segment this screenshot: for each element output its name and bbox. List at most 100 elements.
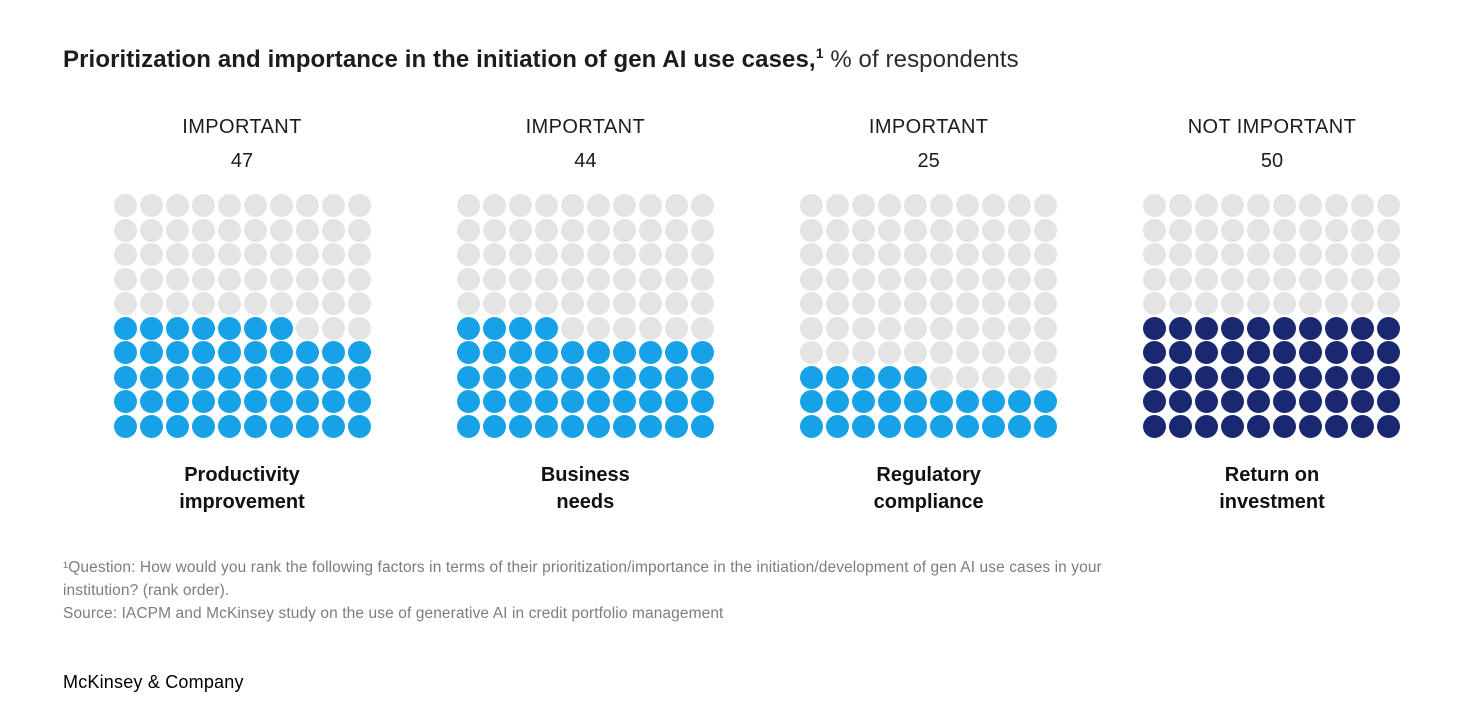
waffle-dot-filled xyxy=(1169,390,1193,413)
waffle-dot-empty xyxy=(586,316,610,340)
waffle-dot-empty xyxy=(1143,218,1167,242)
waffle-dot-empty xyxy=(347,316,371,340)
waffle-dot-empty xyxy=(664,316,688,340)
waffle-dot-empty xyxy=(1351,243,1375,266)
waffle-dot-filled xyxy=(1195,390,1219,413)
waffle-grid xyxy=(1143,194,1401,438)
waffle-dot-empty xyxy=(904,243,928,266)
chart-column-business-needs: IMPORTANT 44 Business needs xyxy=(456,116,714,516)
waffle-dot-empty xyxy=(1034,267,1058,291)
waffle-dot-empty xyxy=(956,267,980,291)
chart-header-label: IMPORTANT xyxy=(868,116,989,138)
waffle-dot-filled xyxy=(1034,414,1058,438)
waffle-dot-empty xyxy=(165,292,189,315)
waffle-dot-empty xyxy=(295,292,319,315)
waffle-dot-empty xyxy=(956,194,980,217)
waffle-dot-filled xyxy=(612,341,636,364)
waffle-dot-filled xyxy=(534,316,558,340)
waffle-dot-empty xyxy=(560,243,584,266)
waffle-dot-empty xyxy=(508,194,532,217)
waffle-dot-empty xyxy=(191,292,215,315)
waffle-dot-empty xyxy=(1008,316,1032,340)
waffle-dot-empty xyxy=(217,218,241,242)
waffle-dot-filled xyxy=(347,390,371,413)
waffle-dot-filled xyxy=(1169,341,1193,364)
waffle-dot-filled xyxy=(1299,341,1323,364)
waffle-dot-empty xyxy=(347,292,371,315)
waffle-dot-empty xyxy=(482,218,506,242)
waffle-dot-filled xyxy=(586,365,610,389)
waffle-dot-empty xyxy=(347,218,371,242)
waffle-dot-filled xyxy=(1377,341,1401,364)
waffle-dot-filled xyxy=(852,365,876,389)
category-line-1: Regulatory xyxy=(876,463,981,486)
waffle-dot-filled xyxy=(347,341,371,364)
waffle-dot-filled xyxy=(1273,365,1297,389)
waffle-dot-filled xyxy=(1273,316,1297,340)
waffle-dot-empty xyxy=(878,218,902,242)
waffle-dot-empty xyxy=(269,218,293,242)
waffle-dot-empty xyxy=(560,218,584,242)
waffle-dot-empty xyxy=(1299,292,1323,315)
waffle-dot-filled xyxy=(347,414,371,438)
waffle-dot-filled xyxy=(508,316,532,340)
waffle-dot-empty xyxy=(1273,292,1297,315)
waffle-dot-empty xyxy=(1299,194,1323,217)
waffle-dot-filled xyxy=(113,414,137,438)
waffle-dot-filled xyxy=(586,414,610,438)
waffle-dot-filled xyxy=(690,365,714,389)
waffle-dot-empty xyxy=(586,292,610,315)
waffle-dot-filled xyxy=(664,390,688,413)
waffle-dot-empty xyxy=(456,218,480,242)
waffle-dot-empty xyxy=(165,218,189,242)
chart-column-return-on-investment: NOT IMPORTANT 50 Return on investment xyxy=(1143,116,1401,516)
waffle-dot-filled xyxy=(612,390,636,413)
waffle-dot-empty xyxy=(534,267,558,291)
waffle-dot-filled xyxy=(113,316,137,340)
waffle-dot-filled xyxy=(690,341,714,364)
waffle-dot-empty xyxy=(638,316,662,340)
waffle-dot-filled xyxy=(321,390,345,413)
waffle-dot-empty xyxy=(321,218,345,242)
waffle-dot-filled xyxy=(321,365,345,389)
waffle-dot-empty xyxy=(690,316,714,340)
waffle-dot-empty xyxy=(1195,243,1219,266)
waffle-dot-empty xyxy=(1351,218,1375,242)
waffle-dot-filled xyxy=(1273,341,1297,364)
waffle-dot-empty xyxy=(1169,218,1193,242)
waffle-dot-empty xyxy=(560,267,584,291)
waffle-dot-empty xyxy=(191,194,215,217)
category-line-2: needs xyxy=(556,490,615,513)
waffle-dot-filled xyxy=(800,390,824,413)
waffle-dot-empty xyxy=(826,243,850,266)
waffle-dot-empty xyxy=(878,243,902,266)
waffle-dot-filled xyxy=(1247,365,1271,389)
chart-category-label: Productivity improvement xyxy=(179,462,305,516)
waffle-dot-empty xyxy=(560,316,584,340)
waffle-dot-empty xyxy=(1169,194,1193,217)
waffle-dot-empty xyxy=(1247,218,1271,242)
waffle-dot-filled xyxy=(800,365,824,389)
waffle-dot-empty xyxy=(800,316,824,340)
waffle-dot-filled xyxy=(826,414,850,438)
waffle-dot-empty xyxy=(800,243,824,266)
waffle-dot-empty xyxy=(638,194,662,217)
title-unit-text: % of respondents xyxy=(823,46,1019,73)
waffle-dot-empty xyxy=(191,218,215,242)
waffle-dot-filled xyxy=(638,341,662,364)
waffle-dot-empty xyxy=(800,292,824,315)
waffle-dot-empty xyxy=(930,365,954,389)
category-line-1: Business xyxy=(540,463,630,486)
waffle-dot-filled xyxy=(638,365,662,389)
waffle-dot-empty xyxy=(800,341,824,364)
waffle-dot-empty xyxy=(1143,292,1167,315)
waffle-dot-filled xyxy=(1195,316,1219,340)
waffle-dot-empty xyxy=(1247,267,1271,291)
waffle-dot-filled xyxy=(165,365,189,389)
waffle-dot-empty xyxy=(1273,243,1297,266)
waffle-dot-filled xyxy=(347,365,371,389)
chart-value: 47 xyxy=(230,150,254,172)
waffle-dot-empty xyxy=(217,243,241,266)
waffle-dot-filled xyxy=(482,414,506,438)
waffle-dot-empty xyxy=(295,218,319,242)
